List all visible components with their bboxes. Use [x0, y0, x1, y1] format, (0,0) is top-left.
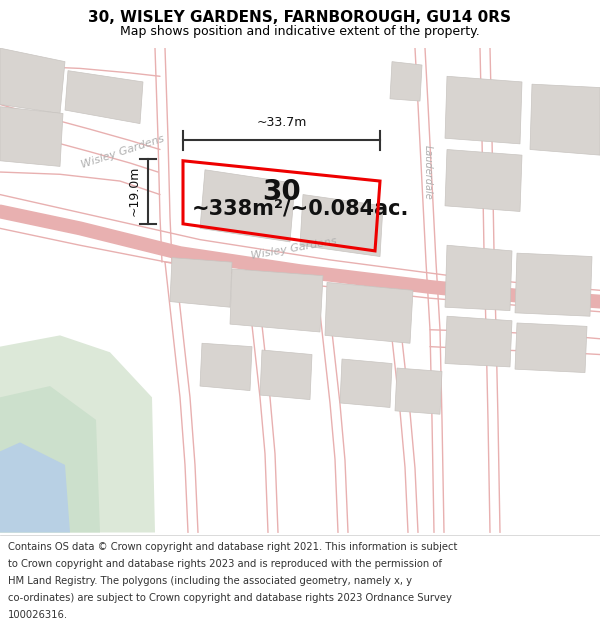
Polygon shape: [260, 350, 312, 399]
Polygon shape: [170, 258, 232, 308]
Polygon shape: [0, 107, 63, 166]
Polygon shape: [395, 368, 442, 414]
Polygon shape: [515, 253, 592, 316]
Text: ~338m²/~0.084ac.: ~338m²/~0.084ac.: [191, 198, 409, 218]
Text: ~33.7m: ~33.7m: [256, 116, 307, 129]
Polygon shape: [65, 71, 143, 124]
Polygon shape: [200, 343, 252, 391]
Polygon shape: [300, 194, 383, 256]
Polygon shape: [0, 442, 70, 532]
Text: 100026316.: 100026316.: [8, 610, 68, 620]
Text: Map shows position and indicative extent of the property.: Map shows position and indicative extent…: [120, 24, 480, 38]
Text: ~19.0m: ~19.0m: [128, 166, 140, 216]
Polygon shape: [0, 386, 100, 532]
Text: Wisley Gardens: Wisley Gardens: [250, 236, 337, 261]
Text: HM Land Registry. The polygons (including the associated geometry, namely x, y: HM Land Registry. The polygons (includin…: [8, 576, 412, 586]
Polygon shape: [445, 316, 512, 367]
Polygon shape: [445, 149, 522, 211]
Text: 30: 30: [263, 178, 301, 206]
Polygon shape: [390, 62, 422, 101]
Text: Contains OS data © Crown copyright and database right 2021. This information is : Contains OS data © Crown copyright and d…: [8, 542, 457, 552]
Text: 30, WISLEY GARDENS, FARNBOROUGH, GU14 0RS: 30, WISLEY GARDENS, FARNBOROUGH, GU14 0R…: [89, 9, 511, 24]
Text: Lauderdale: Lauderdale: [423, 144, 433, 199]
Polygon shape: [530, 84, 600, 155]
Polygon shape: [230, 269, 323, 332]
Polygon shape: [340, 359, 392, 408]
Polygon shape: [445, 245, 512, 311]
Polygon shape: [0, 336, 155, 532]
Polygon shape: [515, 323, 587, 372]
Polygon shape: [200, 170, 295, 242]
Text: co-ordinates) are subject to Crown copyright and database rights 2023 Ordnance S: co-ordinates) are subject to Crown copyr…: [8, 593, 452, 603]
Polygon shape: [325, 282, 413, 343]
Polygon shape: [445, 76, 522, 144]
Text: to Crown copyright and database rights 2023 and is reproduced with the permissio: to Crown copyright and database rights 2…: [8, 559, 442, 569]
Text: Wisley Gardens: Wisley Gardens: [80, 134, 166, 170]
Polygon shape: [0, 48, 65, 114]
